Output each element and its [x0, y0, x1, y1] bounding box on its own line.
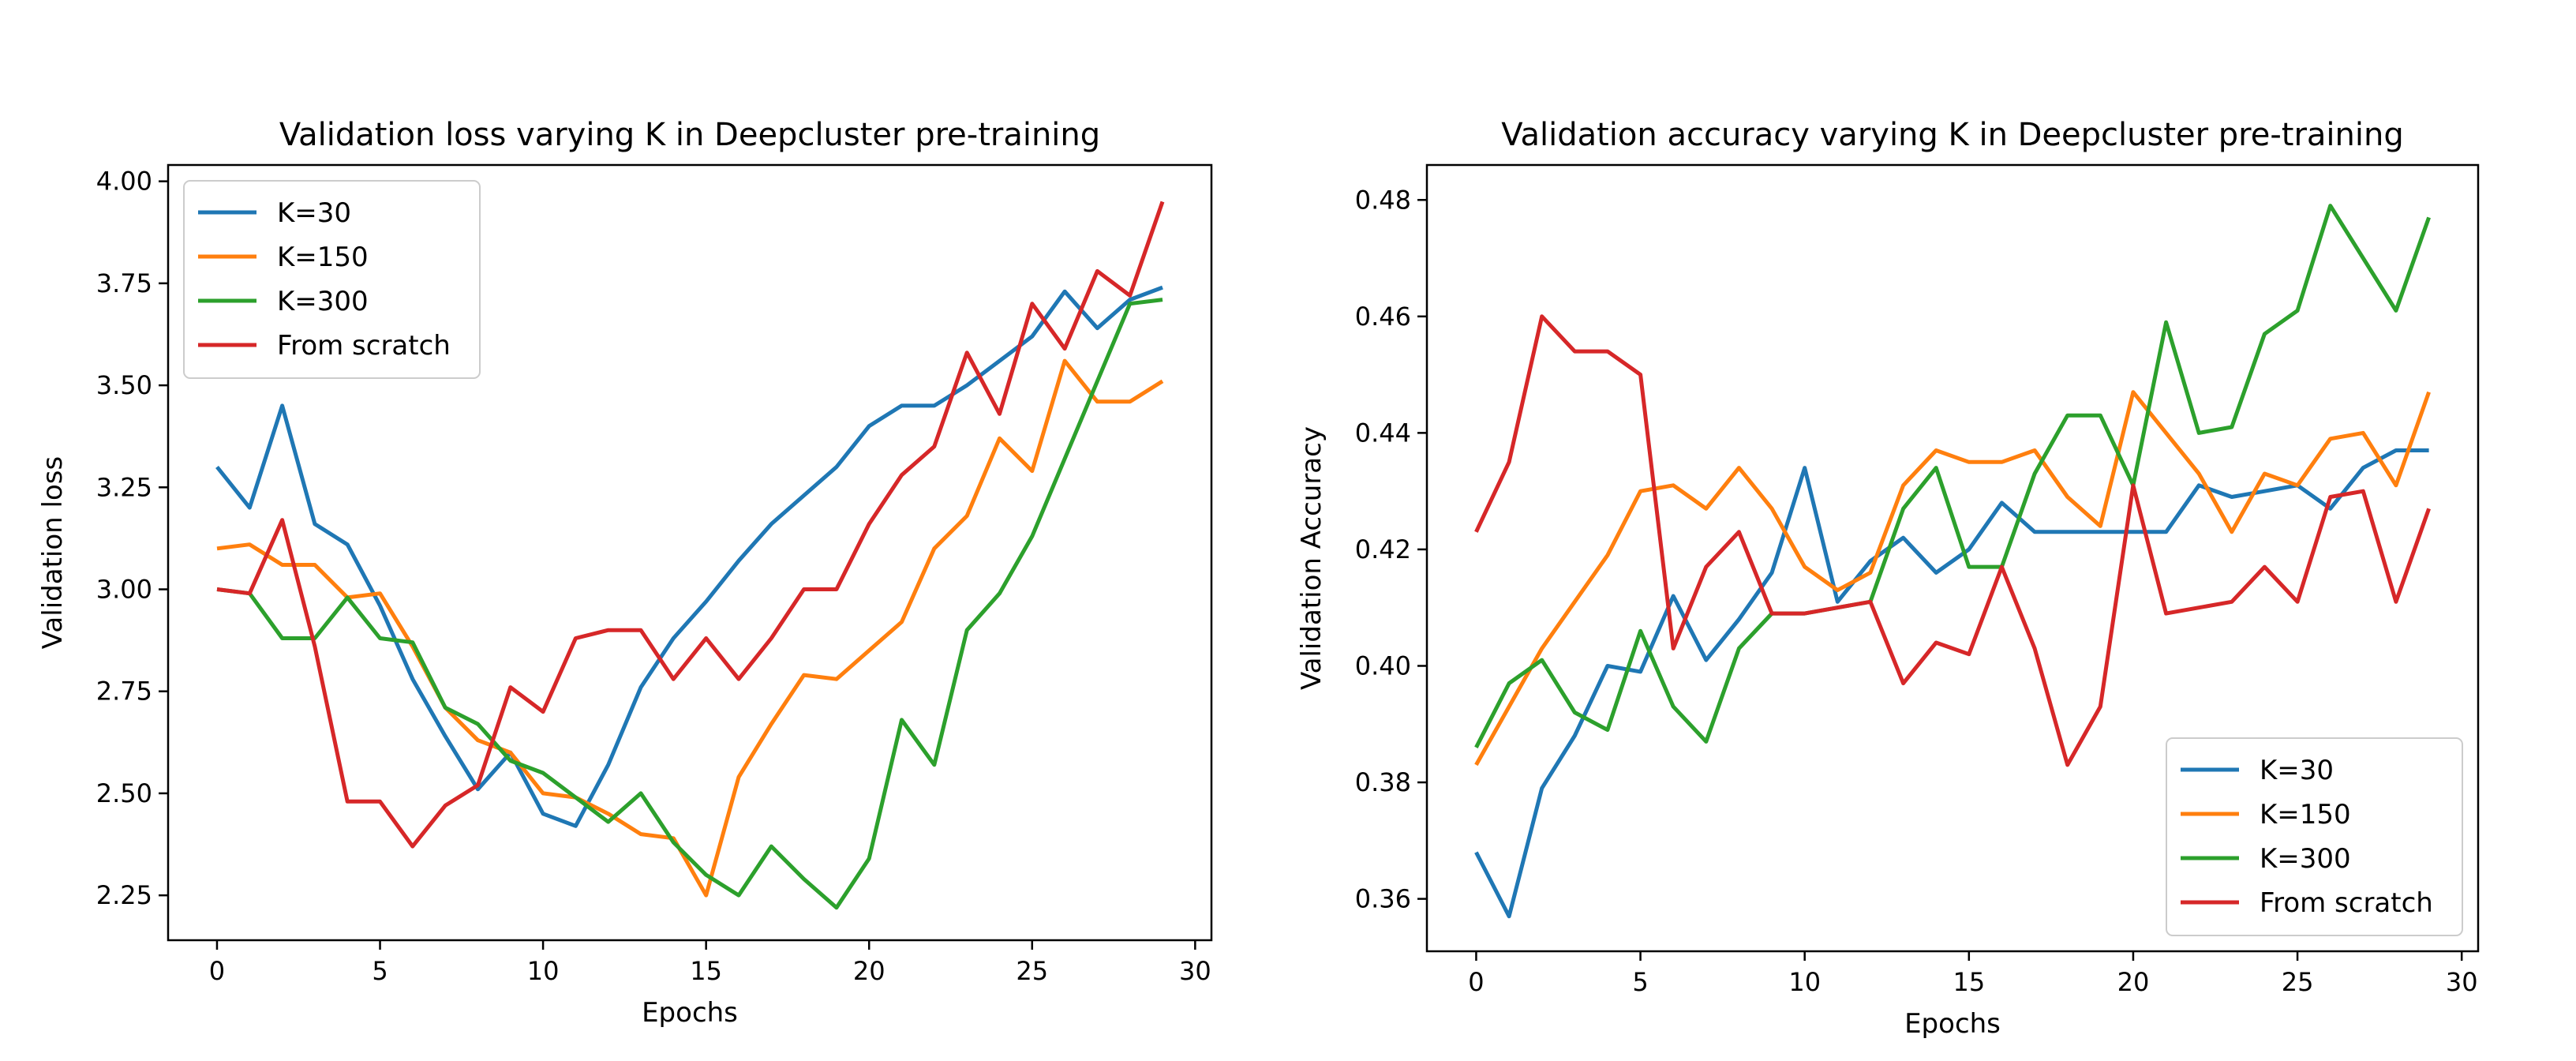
chart-title: Validation loss varying K in Deepcluster…	[279, 117, 1100, 153]
plot-frame	[1425, 163, 2480, 953]
y-tick-label: 0.42	[1355, 534, 1411, 564]
x-tick-label: 15	[690, 956, 722, 986]
y-tick-label: 3.50	[96, 370, 152, 400]
chart-2: Validation accuracy varying K in Deepclu…	[1296, 117, 2480, 1040]
legend-box	[183, 180, 481, 379]
legend: K=30 K=150 K=300 From scratch	[183, 180, 481, 379]
x-tick-label: 10	[527, 956, 560, 986]
legend-box	[2166, 737, 2463, 936]
x-tick-label: 25	[2282, 967, 2314, 997]
x-axis-label: Epochs	[1904, 1008, 2001, 1040]
y-tick-label: 0.46	[1355, 302, 1411, 332]
legend-label-2: K=150	[277, 242, 369, 273]
legend-label-1: K=30	[277, 197, 351, 229]
y-tick-label: 3.00	[96, 575, 152, 605]
x-tick-label: 20	[2117, 967, 2150, 997]
x-tick-label: 10	[1788, 967, 1821, 997]
y-tick-label: 0.44	[1355, 418, 1411, 448]
y-tick-label: 0.48	[1355, 185, 1411, 215]
y-tick-label: 0.36	[1355, 884, 1411, 914]
y-axis-label: Validation Accuracy	[1296, 426, 1327, 690]
x-tick-label: 0	[1468, 967, 1484, 997]
x-tick-label: 30	[2446, 967, 2478, 997]
series-line-1	[1474, 448, 2429, 919]
series-line-3	[1474, 204, 2431, 748]
x-tick-label: 5	[1632, 967, 1648, 997]
chart-title: Validation accuracy varying K in Deepclu…	[1501, 117, 2404, 153]
legend-label-4: From scratch	[2260, 887, 2433, 919]
x-tick-label: 0	[209, 956, 225, 986]
series-line-2	[1474, 390, 2431, 767]
legend-label-3: K=300	[2260, 843, 2351, 875]
legend-label-1: K=30	[2260, 755, 2334, 786]
x-tick-label: 25	[1016, 956, 1048, 986]
y-tick-label: 2.25	[96, 880, 152, 910]
y-tick-label: 2.50	[96, 778, 152, 808]
series-line-4	[1474, 314, 2431, 767]
x-tick-label: 15	[1953, 967, 1985, 997]
legend-label-3: K=300	[277, 286, 369, 317]
plot-frame	[167, 163, 1213, 942]
series-line-3	[216, 298, 1163, 910]
y-tick-label: 4.00	[96, 167, 152, 197]
y-tick-label: 3.75	[96, 268, 152, 298]
x-axis-label: Epochs	[642, 997, 738, 1029]
x-tick-label: 20	[853, 956, 886, 986]
legend-label-2: K=150	[2260, 799, 2351, 830]
y-tick-label: 0.38	[1355, 767, 1411, 797]
x-tick-label: 30	[1179, 956, 1211, 986]
series-line-2	[216, 358, 1164, 898]
legend: K=30 K=150 K=300 From scratch	[2166, 737, 2463, 936]
y-tick-label: 2.75	[96, 677, 152, 707]
chart-1: Validation loss varying K in Deepcluster…	[37, 117, 1213, 1029]
y-tick-label: 0.40	[1355, 650, 1411, 680]
legend-label-4: From scratch	[277, 330, 451, 362]
x-tick-label: 5	[372, 956, 388, 986]
y-tick-label: 3.25	[96, 472, 152, 502]
series-line-4	[216, 201, 1165, 849]
y-axis-label: Validation loss	[37, 456, 69, 649]
